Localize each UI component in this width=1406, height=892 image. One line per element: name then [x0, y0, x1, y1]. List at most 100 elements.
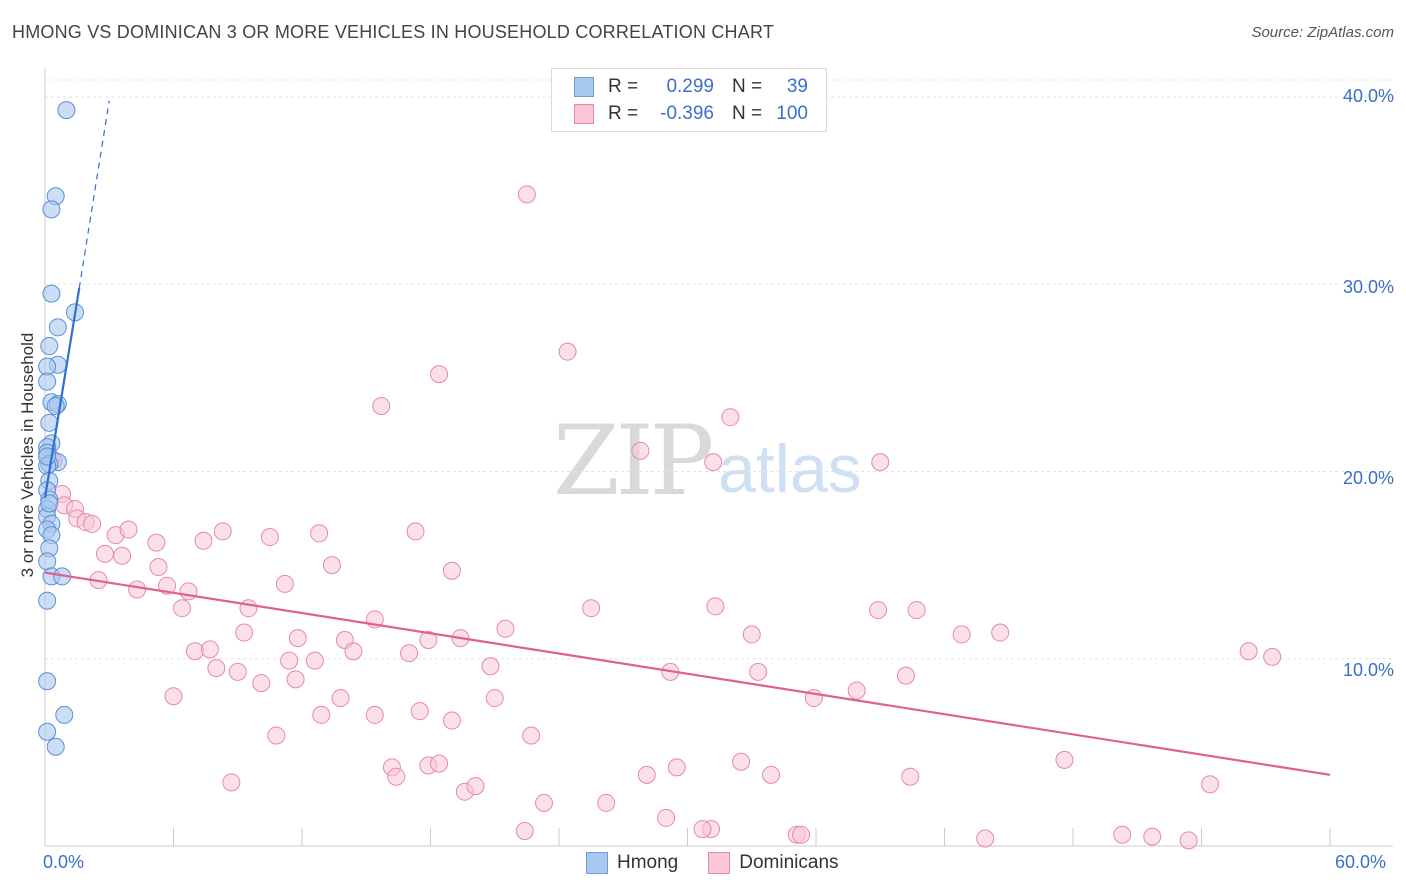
hmong-point: [48, 318, 67, 337]
dominicans-trend-line: [44, 571, 1331, 776]
dominicans-point: [742, 625, 761, 644]
r-value: -0.396: [660, 103, 714, 124]
series-legend: Hmong Dominicans: [586, 852, 869, 874]
r-label: R =: [608, 76, 639, 97]
dominicans-point: [1201, 775, 1220, 794]
dominicans-point: [344, 642, 363, 661]
n-value: 39: [786, 76, 808, 97]
dominicans-point: [637, 765, 656, 784]
dominicans-point: [792, 825, 811, 844]
dominicans-point: [704, 453, 723, 472]
dominicans-point: [149, 557, 168, 576]
chart-title: HMONG VS DOMINICAN 3 OR MORE VEHICLES IN…: [12, 22, 775, 42]
hmong-swatch: [574, 77, 594, 97]
hmong-legend-swatch: [586, 852, 608, 874]
x-tick-label: 60.0%: [1335, 852, 1387, 872]
dominicans-point: [896, 666, 915, 685]
dominicans-point: [515, 822, 534, 841]
dominicans-point: [631, 441, 650, 460]
dominicans-point: [83, 514, 102, 533]
dominicans-point: [657, 808, 676, 827]
dominicans-point: [222, 773, 241, 792]
dominicans-point: [869, 601, 888, 620]
hmong-trend-extension: [78, 100, 110, 289]
r-label: R =: [608, 103, 639, 124]
dominicans-point: [952, 625, 971, 644]
y-tick-label: 10.0%: [1342, 660, 1394, 680]
n-label: N =: [732, 103, 763, 124]
dominicans-point: [179, 582, 198, 601]
dominicans-point: [331, 689, 350, 708]
dominicans-legend-swatch: [708, 852, 731, 874]
legend-row-hmong: R = 0.299 N = 39: [574, 75, 808, 99]
dominicans-point: [312, 705, 331, 724]
dominicans-point: [419, 631, 438, 650]
dominicans-point: [466, 777, 485, 796]
dominicans-point: [1263, 647, 1282, 666]
dominicans-point: [721, 408, 740, 427]
dominicans-point: [485, 689, 504, 708]
y-tick-label: 30.0%: [1342, 277, 1394, 297]
watermark-zip: ZIP: [553, 405, 714, 517]
dominicans-point: [113, 546, 132, 565]
hmong-point: [38, 357, 57, 376]
dominicans-point: [239, 599, 258, 618]
dominicans-point: [260, 528, 279, 547]
dominicans-point: [119, 520, 138, 539]
legend-item-hmong: Hmong: [586, 852, 678, 874]
hmong-point: [42, 284, 61, 303]
dominicans-point: [173, 599, 192, 618]
dominicans-point: [991, 623, 1010, 642]
dominicans-point: [158, 576, 177, 595]
dominicans-point: [207, 659, 226, 678]
dominicans-point: [194, 531, 213, 550]
dominicans-point: [522, 726, 541, 745]
dominicans-point: [372, 396, 391, 415]
dominicans-point: [406, 522, 425, 541]
dominicans-point: [1113, 825, 1132, 844]
hmong-point: [38, 722, 57, 741]
dominicans-point: [128, 580, 147, 599]
dominicans-point: [213, 522, 232, 541]
n-label: N =: [732, 76, 763, 97]
hmong-point: [42, 200, 61, 219]
dominicans-point: [164, 687, 183, 706]
dominicans-point: [200, 640, 219, 659]
stats-legend: R = 0.299 N = 39 R = -0.396 N = 100: [551, 68, 827, 132]
dominicans-point: [365, 705, 384, 724]
dominicans-point: [185, 642, 204, 661]
hmong-point: [38, 372, 57, 391]
dominicans-point: [871, 453, 890, 472]
dominicans-point: [976, 829, 995, 848]
dominicans-legend-label: Dominicans: [739, 852, 839, 873]
dominicans-point: [535, 793, 554, 812]
dominicans-point: [288, 629, 307, 648]
dominicans-point: [305, 651, 324, 670]
dominicans-point: [667, 758, 686, 777]
dominicans-swatch: [574, 104, 594, 124]
hmong-point: [57, 101, 76, 120]
dominicans-point: [496, 619, 515, 638]
n-value: 100: [776, 103, 808, 124]
hmong-trend-line: [43, 287, 81, 498]
dominicans-point: [95, 544, 114, 563]
x-tick-label: 0.0%: [43, 852, 85, 872]
dominicans-point: [400, 644, 419, 663]
dominicans-point: [582, 599, 601, 618]
dominicans-point: [558, 342, 577, 361]
hmong-point: [38, 552, 57, 571]
dominicans-point: [1179, 831, 1198, 850]
dominicans-point: [410, 702, 429, 721]
source-label: Source: ZipAtlas.com: [1251, 24, 1394, 41]
r-value: 0.299: [666, 76, 714, 97]
dominicans-point: [597, 793, 616, 812]
dominicans-point: [481, 657, 500, 676]
dominicans-point: [280, 651, 299, 670]
legend-row-dominicans: R = -0.396 N = 100: [574, 102, 808, 126]
dominicans-point: [228, 662, 247, 681]
dominicans-point: [442, 561, 461, 580]
dominicans-point: [732, 752, 751, 771]
hmong-point: [40, 337, 59, 356]
hmong-point: [38, 591, 57, 610]
